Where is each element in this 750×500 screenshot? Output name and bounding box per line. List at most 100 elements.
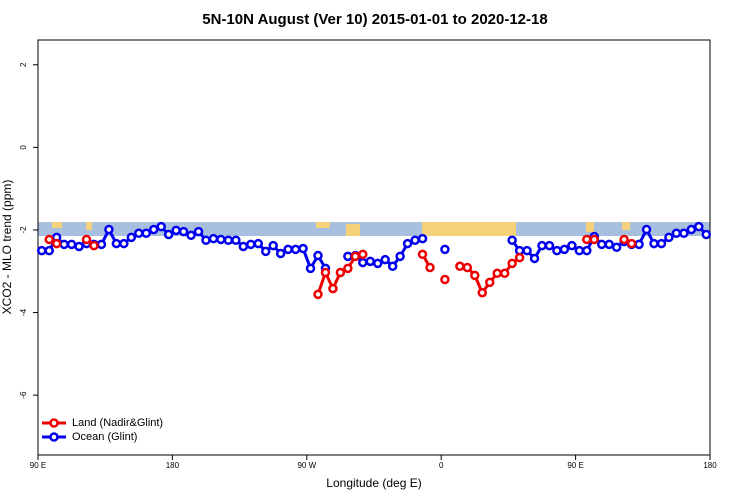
land-patch xyxy=(586,222,594,232)
x-tick-label: 90 E xyxy=(30,461,46,470)
point xyxy=(664,232,674,243)
point xyxy=(104,224,114,235)
point xyxy=(148,224,159,235)
point xyxy=(89,240,99,251)
point xyxy=(410,235,420,246)
point xyxy=(596,239,607,250)
point xyxy=(507,258,517,269)
x-tick-label: 0 xyxy=(439,461,444,470)
point xyxy=(417,233,428,244)
point xyxy=(574,245,585,256)
land-patch xyxy=(52,222,62,228)
y-tick-label: 2 xyxy=(19,62,28,67)
point xyxy=(484,277,495,288)
point xyxy=(492,268,502,279)
y-tick-label: 0 xyxy=(19,145,28,150)
point xyxy=(537,240,547,251)
point xyxy=(178,226,189,237)
point xyxy=(559,244,570,255)
point xyxy=(499,268,510,279)
point xyxy=(462,262,473,273)
point xyxy=(171,225,181,236)
point xyxy=(372,258,383,269)
chart-title: 5N-10N August (Ver 10) 2015-01-01 to 202… xyxy=(202,11,547,28)
point xyxy=(283,244,293,255)
point xyxy=(231,235,241,246)
point xyxy=(701,229,712,240)
point xyxy=(619,234,629,245)
point xyxy=(186,230,196,241)
point xyxy=(163,229,174,240)
point xyxy=(582,234,592,245)
land-patch xyxy=(316,222,330,228)
point xyxy=(96,239,107,250)
point xyxy=(395,251,405,262)
point xyxy=(313,289,323,300)
land-patch xyxy=(422,222,516,236)
point xyxy=(59,239,69,250)
x-axis-label: Longitude (deg E) xyxy=(326,476,421,490)
point xyxy=(253,238,264,249)
point xyxy=(111,238,122,249)
point xyxy=(522,245,532,256)
point xyxy=(216,234,226,245)
point xyxy=(425,262,435,273)
point xyxy=(290,244,301,255)
x-tick-label: 90 W xyxy=(297,461,316,470)
point xyxy=(649,238,659,249)
x-tick-label: 180 xyxy=(703,461,717,470)
point xyxy=(193,226,204,237)
point xyxy=(567,240,577,251)
point xyxy=(529,253,540,264)
point xyxy=(604,239,614,250)
point xyxy=(641,224,652,235)
point xyxy=(74,241,84,252)
land-patch xyxy=(346,224,360,236)
point xyxy=(417,249,428,260)
point xyxy=(387,261,398,272)
point xyxy=(223,235,234,246)
point xyxy=(238,241,249,252)
point xyxy=(260,246,271,257)
point xyxy=(358,249,368,260)
point xyxy=(44,234,54,245)
point xyxy=(350,251,361,262)
point xyxy=(268,240,278,251)
point xyxy=(44,245,54,256)
point xyxy=(81,234,92,245)
point xyxy=(343,263,353,274)
plot-frame xyxy=(37,39,711,456)
point xyxy=(440,244,450,255)
point xyxy=(119,238,129,249)
point xyxy=(328,283,338,294)
point xyxy=(298,243,308,254)
legend-marker xyxy=(49,418,59,428)
point xyxy=(544,240,555,251)
point xyxy=(36,245,47,256)
x-tick-label: 180 xyxy=(166,461,180,470)
point xyxy=(611,242,622,253)
y-tick-label: -4 xyxy=(19,308,28,316)
point xyxy=(634,239,644,250)
point xyxy=(141,228,152,239)
point xyxy=(305,263,316,274)
point xyxy=(320,267,331,278)
land-patch xyxy=(622,222,630,230)
point xyxy=(671,228,682,239)
point xyxy=(679,228,689,239)
point xyxy=(66,239,77,250)
land-patch xyxy=(86,222,92,230)
point xyxy=(156,221,166,232)
y-tick-label: -2 xyxy=(19,226,28,234)
y-axis-label: XCO2 - MLO trend (ppm) xyxy=(0,180,14,315)
point xyxy=(201,235,211,246)
point xyxy=(514,252,525,263)
legend-label: Ocean (Glint) xyxy=(72,431,137,443)
point xyxy=(126,232,137,243)
point xyxy=(402,238,413,249)
point xyxy=(552,245,562,256)
point xyxy=(365,256,376,267)
point xyxy=(380,254,390,265)
y-tick-label: -6 xyxy=(19,391,28,399)
